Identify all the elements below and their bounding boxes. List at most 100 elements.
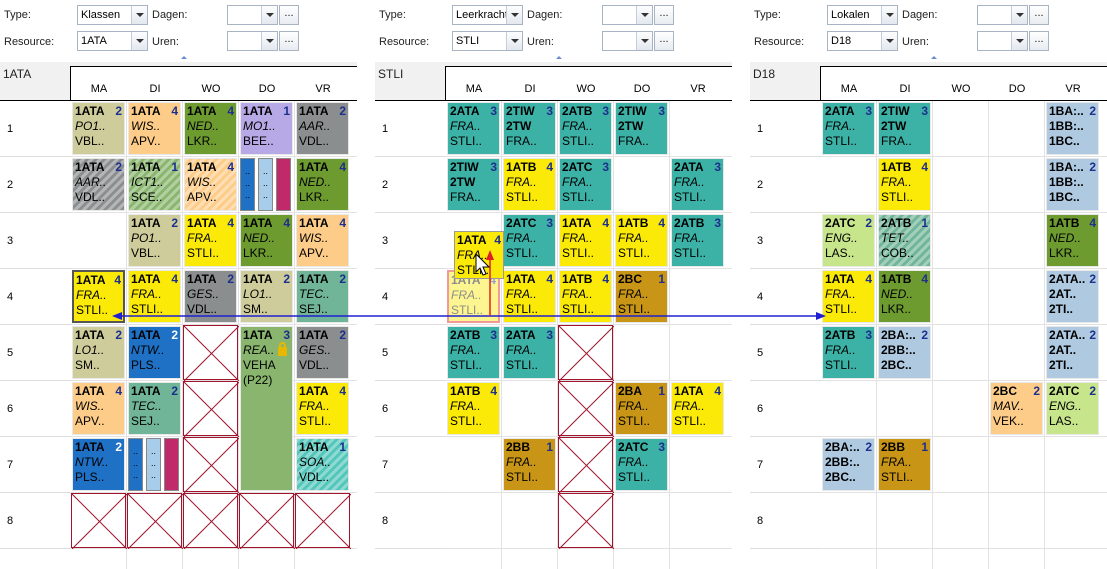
lesson-card[interactable]: 2ATA 3 FRA.. STLI.. — [447, 102, 500, 155]
lesson-card[interactable]: 1ATB 4 FRA.. STLI.. — [503, 158, 556, 211]
lesson-card[interactable]: 2TIW 3 2TW FRA.. — [503, 102, 556, 155]
chevron-down-icon[interactable] — [131, 32, 147, 50]
uren-select[interactable] — [602, 31, 653, 51]
dagen-select[interactable] — [602, 5, 653, 25]
lesson-card[interactable]: 1ATA 2 TEC.. SEJ.. — [128, 382, 181, 435]
dagen-select[interactable] — [977, 5, 1028, 25]
lesson-card[interactable]: 2ATA 3 FRA.. STLI.. — [822, 102, 875, 155]
lesson-card[interactable]: 2TIW 3 2TW FRA.. — [878, 102, 931, 155]
lesson-card[interactable]: 1BA:.. 2 1BB:.. 1BC.. — [1046, 158, 1099, 211]
lesson-card[interactable]: 1ATB 4 FRA.. STLI.. — [559, 270, 612, 323]
lesson-card[interactable]: 1ATA 2 NTW.. PLS.. — [72, 438, 125, 491]
lesson-card[interactable]: 2ATA 3 FRA.. STLI.. — [671, 158, 724, 211]
chevron-down-icon[interactable] — [261, 32, 277, 50]
chevron-down-icon[interactable] — [881, 32, 897, 50]
lesson-card[interactable]: 1ATA 4 FRA.. STLI.. — [128, 270, 181, 323]
lesson-card[interactable]: 1ATA 4 NED.. LKR.. — [184, 102, 237, 155]
lesson-card[interactable]: 1ATA 2 LO1.. SM.. — [240, 270, 293, 323]
lesson-card[interactable]: 2ATB 1 TET.. COB.. — [878, 214, 931, 267]
lesson-card[interactable]: 1ATA 4 FRA.. STLI.. — [296, 382, 349, 435]
split-lesson-bar[interactable]: ...... — [128, 438, 143, 491]
uren-select[interactable] — [977, 31, 1028, 51]
lesson-card[interactable]: 2ATB 3 FRA.. STLI.. — [559, 102, 612, 155]
lesson-card[interactable]: 2BC 1 FRA.. STLI.. — [615, 270, 668, 323]
lesson-card[interactable]: 1ATA 4 WIS.. APV.. — [184, 158, 237, 211]
lesson-card[interactable]: 2BA:.. 2 2BB:.. 2BC.. — [822, 438, 875, 491]
lesson-card[interactable]: 2BA 1 FRA.. STLI.. — [615, 382, 668, 435]
lesson-card[interactable]: 1ATA 1 ICT1.. SCE.. — [128, 158, 181, 211]
uren-more-button[interactable]: ... — [1029, 31, 1049, 51]
chevron-down-icon[interactable] — [506, 32, 522, 50]
dagen-more-button[interactable]: ... — [1029, 5, 1049, 25]
dragged-lesson-card[interactable]: 1ATA 4 FRA.. STLI.. — [454, 231, 504, 279]
lesson-card[interactable]: 1ATA 2 PO1.. VBL.. — [128, 214, 181, 267]
lesson-card[interactable]: 2ATA.. 2 2AT.. 2TI.. — [1046, 326, 1099, 379]
chevron-down-icon[interactable] — [261, 6, 277, 24]
chevron-down-icon[interactable] — [881, 6, 897, 24]
type-select[interactable]: Lokalen — [827, 5, 898, 25]
lesson-card[interactable]: 2ATC 3 FRA.. STLI.. — [615, 438, 668, 491]
lesson-card[interactable]: 1ATA 3 REA.. VEHA (P22) — [240, 326, 293, 491]
dagen-select[interactable] — [227, 5, 278, 25]
resource-select[interactable]: 1ATA — [77, 31, 148, 51]
lesson-card[interactable]: 1ATA 4 FRA.. STLI.. — [822, 270, 875, 323]
chevron-down-icon[interactable] — [636, 6, 652, 24]
uren-more-button[interactable]: ... — [279, 31, 299, 51]
lesson-card[interactable]: 1ATB 4 NED.. LKR.. — [878, 270, 931, 323]
lesson-card[interactable]: 1ATA 4 NED.. LKR.. — [296, 158, 349, 211]
type-select[interactable]: Leerkracht — [452, 5, 523, 25]
lesson-card[interactable]: 1ATA 4 FRA.. STLI.. — [72, 270, 125, 323]
lesson-card[interactable]: 2ATC 3 FRA.. STLI.. — [559, 158, 612, 211]
lesson-card[interactable]: 1BA:.. 2 1BB:.. 1BC.. — [1046, 102, 1099, 155]
chevron-down-icon[interactable] — [636, 32, 652, 50]
lesson-card[interactable]: 1ATB 4 NED.. LKR.. — [1046, 214, 1099, 267]
chevron-down-icon[interactable] — [131, 6, 147, 24]
lesson-card[interactable]: 2BB 1 FRA.. STLI.. — [503, 438, 556, 491]
lesson-card[interactable]: 1ATA 2 AAR.. VDL.. — [72, 158, 125, 211]
lesson-card[interactable]: 1ATA 2 TEC.. SEJ.. — [296, 270, 349, 323]
resource-select[interactable]: STLI — [452, 31, 523, 51]
split-lesson-bar[interactable]: ...... — [258, 158, 273, 211]
lesson-card[interactable]: 2ATB 3 FRA.. STLI.. — [822, 326, 875, 379]
chevron-down-icon[interactable] — [1011, 6, 1027, 24]
lesson-card[interactable]: 1ATA 2 LO1.. SM.. — [72, 326, 125, 379]
lesson-card[interactable]: 2ATB 3 FRA.. STLI.. — [671, 214, 724, 267]
lesson-card[interactable]: 2BC 2 MAV.. VEK.. — [990, 382, 1043, 435]
lesson-card[interactable]: 2ATA 3 FRA.. STLI.. — [503, 326, 556, 379]
type-select[interactable]: Klassen — [77, 5, 148, 25]
lesson-card[interactable]: 2ATB 3 FRA.. STLI.. — [447, 326, 500, 379]
lesson-card[interactable]: 1ATA 4 FRA.. STLI.. — [559, 214, 612, 267]
lesson-card[interactable]: 2BB 1 FRA.. STLI.. — [878, 438, 931, 491]
split-lesson-bar[interactable]: ...... — [146, 438, 161, 491]
lesson-card[interactable]: 1ATB 4 FRA.. STLI.. — [447, 382, 500, 435]
lesson-card[interactable]: 2ATC 2 ENG.. LAS.. — [822, 214, 875, 267]
chevron-down-icon[interactable] — [506, 6, 522, 24]
lesson-card[interactable]: 1ATA 1 MO1.. BEE.. — [240, 102, 293, 155]
resource-select[interactable]: D18 — [827, 31, 898, 51]
lesson-card[interactable]: 1ATA 4 FRA.. STLI.. — [184, 214, 237, 267]
chevron-down-icon[interactable] — [1011, 32, 1027, 50]
lesson-card[interactable]: 1ATB 4 FRA.. STLI.. — [878, 158, 931, 211]
dagen-more-button[interactable]: ... — [279, 5, 299, 25]
lesson-card[interactable]: 2ATA.. 2 2AT.. 2TI.. — [1046, 270, 1099, 323]
lesson-card[interactable]: 2ATC 2 ENG.. LAS.. — [1046, 382, 1099, 435]
split-lesson-bar[interactable]: ...... — [240, 158, 255, 211]
collapse-arrow-icon[interactable] — [181, 56, 187, 59]
lesson-card[interactable]: 1ATA 4 WIS.. APV.. — [128, 102, 181, 155]
lesson-card[interactable]: 1ATA 2 GES.. VDL.. — [184, 270, 237, 323]
split-lesson-bar[interactable] — [276, 158, 291, 211]
lesson-card[interactable]: 1ATA 4 FRA.. STLI.. — [503, 270, 556, 323]
uren-more-button[interactable]: ... — [654, 31, 674, 51]
lesson-card[interactable]: 1ATA 2 NTW.. PLS.. — [128, 326, 181, 379]
lesson-card[interactable]: 1ATA 4 FRA.. STLI.. — [671, 382, 724, 435]
dagen-more-button[interactable]: ... — [654, 5, 674, 25]
lesson-card[interactable]: 1ATB 4 FRA.. STLI.. — [615, 214, 668, 267]
lesson-card[interactable]: 1ATA 2 AAR.. VDL.. — [296, 102, 349, 155]
split-lesson-bar[interactable] — [164, 438, 179, 491]
collapse-arrow-icon[interactable] — [931, 56, 937, 59]
collapse-arrow-icon[interactable] — [556, 56, 562, 59]
lesson-card[interactable]: 2ATC 3 FRA.. STLI.. — [503, 214, 556, 267]
lesson-card[interactable]: 2TIW 3 2TW FRA.. — [447, 158, 500, 211]
lesson-card[interactable]: 1ATA 4 NED.. LKR.. — [240, 214, 293, 267]
lesson-card[interactable]: 1ATA 4 WIS.. APV.. — [296, 214, 349, 267]
